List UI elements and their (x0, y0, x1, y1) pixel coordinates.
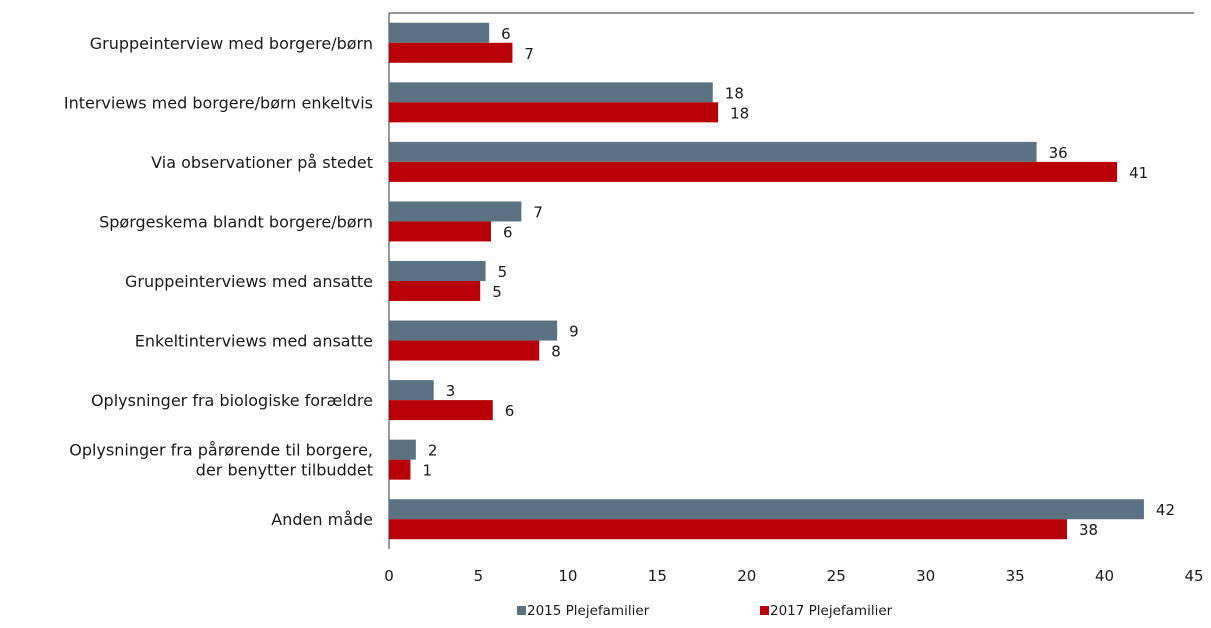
x-tick-label-5: 25 (827, 567, 846, 585)
data-label-2015-4: 5 (498, 263, 508, 281)
bar-2017-3 (389, 221, 491, 242)
category-label-line: Oplysninger fra pårørende til borgere, (69, 441, 373, 460)
bar-2017-2 (389, 161, 1118, 182)
data-label-2015-3: 7 (533, 203, 543, 221)
x-tick-label-9: 45 (1184, 567, 1203, 585)
bar-2017-1 (389, 102, 719, 123)
bar-2015-6 (389, 380, 434, 401)
data-label-2015-8: 42 (1156, 501, 1175, 519)
bar-2017-5 (389, 340, 540, 361)
bar-2017-7 (389, 459, 411, 480)
bar-2017-4 (389, 281, 481, 301)
data-label-2015-1: 18 (725, 84, 744, 102)
category-label-0: Gruppeinterview med borgere/børn (90, 34, 373, 53)
category-label-1: Interviews med borgere/børn enkeltvis (64, 93, 373, 112)
bar-2017-6 (389, 400, 493, 421)
data-label-2017-5: 8 (551, 343, 561, 361)
data-label-2015-5: 9 (569, 323, 579, 341)
data-label-2017-7: 1 (422, 462, 432, 480)
category-label-5: Enkeltinterviews med ansatte (135, 332, 373, 351)
bar-2015-5 (389, 320, 558, 341)
legend-label-1: 2017 Plejefamilier (770, 603, 893, 619)
category-label-6: Oplysninger fra biologiske forældre (91, 391, 373, 410)
bar-2015-3 (389, 201, 522, 222)
bar-2015-7 (389, 439, 416, 460)
x-tick-label-6: 30 (916, 567, 935, 585)
bar-2015-4 (389, 261, 486, 281)
bar-2015-8 (389, 499, 1144, 520)
x-tick-label-8: 40 (1095, 567, 1114, 585)
data-label-2017-6: 6 (505, 402, 515, 420)
legend-swatch-1 (760, 606, 769, 615)
bar-2015-2 (389, 141, 1037, 162)
category-label-line: der benytter tilbuddet (196, 461, 373, 480)
category-label-2: Via observationer på stedet (151, 153, 373, 172)
legend-swatch-0 (517, 606, 526, 615)
data-label-2017-2: 41 (1129, 164, 1148, 182)
data-label-2015-6: 3 (446, 382, 456, 400)
bar-2017-0 (389, 42, 513, 63)
data-label-2015-7: 2 (428, 442, 438, 460)
x-tick-label-7: 35 (1006, 567, 1025, 585)
legend-label-0: 2015 Plejefamilier (527, 603, 650, 619)
x-tick-label-4: 20 (737, 567, 756, 585)
bar-2017-8 (389, 519, 1067, 540)
x-tick-label-3: 15 (648, 567, 667, 585)
data-label-2017-1: 18 (730, 104, 749, 122)
data-label-2017-3: 6 (503, 223, 513, 241)
bar-2015-0 (389, 22, 490, 43)
x-tick-label-1: 5 (474, 567, 484, 585)
category-label-4: Gruppeinterviews med ansatte (125, 272, 373, 291)
data-label-2017-8: 38 (1079, 521, 1098, 539)
data-label-2017-0: 7 (524, 45, 534, 63)
data-label-2017-4: 5 (492, 283, 502, 301)
category-label-7: Oplysninger fra pårørende til borgere, de… (69, 441, 373, 480)
x-tick-label-2: 10 (558, 567, 577, 585)
category-label-3: Spørgeskema blandt borgere/børn (99, 212, 373, 231)
category-label-8: Anden måde (271, 510, 373, 529)
data-label-2015-2: 36 (1049, 144, 1068, 162)
data-label-2015-0: 6 (501, 25, 511, 43)
bar-2015-1 (389, 82, 713, 103)
x-tick-label-0: 0 (384, 567, 394, 585)
